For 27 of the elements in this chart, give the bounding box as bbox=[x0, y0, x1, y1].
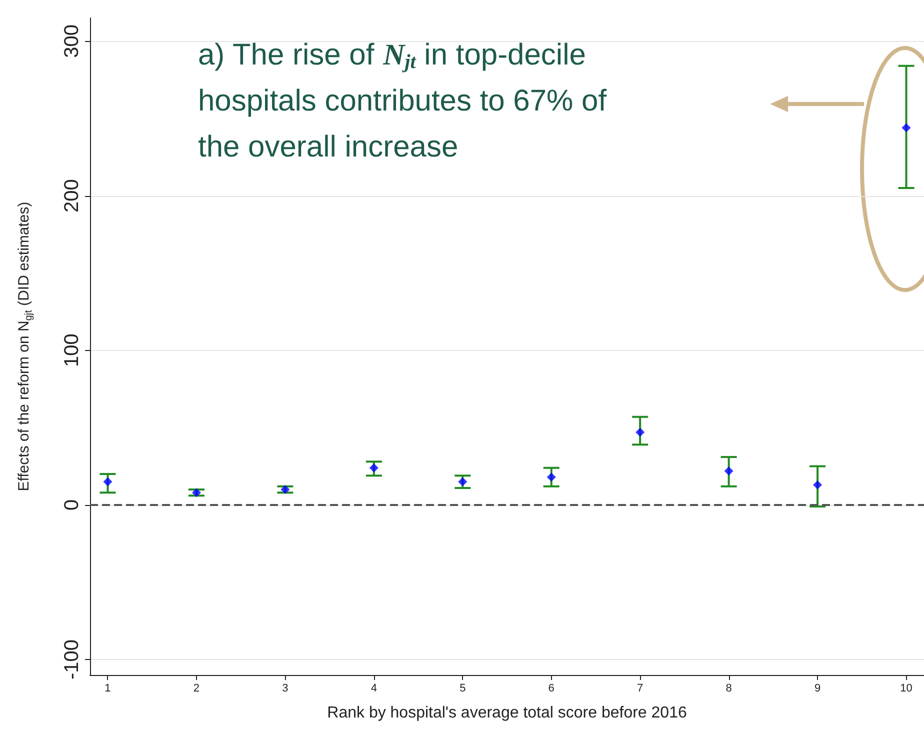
x-tick-label: 10 bbox=[900, 682, 912, 694]
x-tick-label: 3 bbox=[282, 682, 288, 694]
point bbox=[636, 428, 645, 437]
x-axis-title: Rank by hospital's average total score before 2016 bbox=[327, 704, 687, 722]
x-tick-label: 2 bbox=[193, 682, 200, 694]
y-tick-label: 100 bbox=[61, 334, 83, 368]
point bbox=[546, 472, 556, 482]
x-tick-label: 8 bbox=[726, 682, 732, 694]
point bbox=[192, 488, 201, 498]
x-tick-label: 4 bbox=[370, 682, 377, 694]
y-axis-title: Effects of the reform on Ngjt (DID estimates) bbox=[16, 202, 34, 492]
x-tick-label: 7 bbox=[637, 682, 644, 694]
point bbox=[369, 463, 378, 472]
y-tick-label: 200 bbox=[61, 179, 83, 212]
x-tick-label: 5 bbox=[460, 682, 466, 694]
point bbox=[813, 480, 822, 490]
y-tick-label: 300 bbox=[61, 24, 83, 58]
x-tick-label: 9 bbox=[814, 682, 821, 694]
point bbox=[280, 484, 290, 494]
point bbox=[724, 466, 734, 476]
y-tick-label: 0 bbox=[61, 499, 83, 511]
point bbox=[902, 123, 911, 132]
point bbox=[458, 477, 468, 486]
point bbox=[103, 477, 112, 486]
x-tick-label: 1 bbox=[104, 682, 111, 694]
x-tick-label: 6 bbox=[548, 682, 554, 694]
y-tick-label: -100 bbox=[61, 640, 83, 680]
